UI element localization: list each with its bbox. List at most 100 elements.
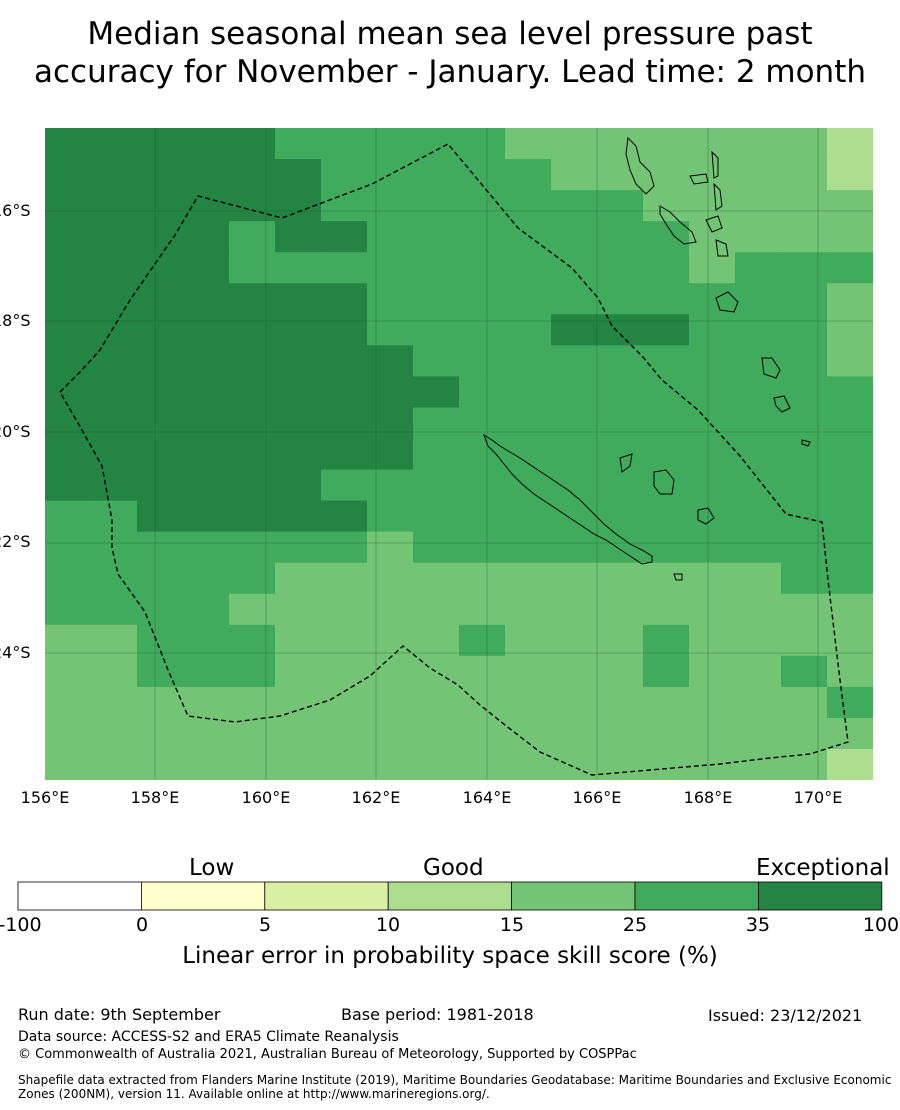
grid-cell (413, 314, 460, 346)
grid-cell (827, 190, 873, 222)
issued-date: Issued: 23/12/2021 (708, 1006, 863, 1025)
grid-cell (229, 469, 276, 502)
grid-cell (137, 593, 184, 626)
grid-cell (643, 531, 690, 564)
grid-cell (597, 252, 644, 284)
grid-cell (689, 686, 736, 719)
grid-cell (91, 717, 138, 750)
grid-cell (183, 221, 230, 253)
grid-cell (643, 717, 690, 750)
grid-cell (459, 438, 506, 471)
grid-cell (367, 469, 414, 502)
grid-cell (781, 686, 828, 719)
grid-cell (689, 283, 736, 315)
grid-cell (45, 593, 92, 626)
grid-cell (367, 500, 414, 533)
grid-cell (781, 221, 828, 253)
grid-cell (367, 562, 414, 595)
grid-cell (643, 221, 690, 253)
grid-cell (367, 686, 414, 719)
grid-cell (413, 686, 460, 719)
grid-cell (275, 686, 322, 719)
grid-cell (229, 624, 276, 657)
grid-cell (229, 593, 276, 626)
grid-cell (459, 624, 506, 657)
grid-cell (367, 376, 414, 409)
grid-cell (643, 655, 690, 688)
lon-label-162e: 162°E (351, 788, 401, 807)
grid-cell (137, 562, 184, 595)
grid-cell (459, 283, 506, 315)
grid-cell (183, 500, 230, 533)
grid-cell (459, 376, 506, 409)
grid-cell (275, 438, 322, 471)
grid-cell (275, 469, 322, 502)
map (45, 128, 873, 780)
grid-cell (551, 159, 598, 191)
grid-cell (643, 624, 690, 657)
grid-cell (505, 717, 552, 750)
grid-cell (505, 314, 552, 346)
grid-cell (413, 159, 460, 191)
grid-cell (781, 531, 828, 564)
grid-cell (183, 376, 230, 409)
lon-label-164e: 164°E (462, 788, 512, 807)
grid-cell (643, 407, 690, 440)
grid-cell (91, 283, 138, 315)
land-outlines (483, 136, 811, 581)
loyalty-island-3 (697, 507, 715, 525)
grid-cell (505, 562, 552, 595)
lon-label-168e: 168°E (683, 788, 733, 807)
grid-cell (597, 190, 644, 222)
lat-label-24s: 24°S (0, 643, 31, 662)
grid-cell (827, 500, 873, 533)
colorbar-segment (387, 881, 513, 911)
grid-cell (275, 500, 322, 533)
grid-cell (45, 252, 92, 284)
grid-cell (183, 655, 230, 688)
lat-label-18s: 18°S (0, 311, 31, 330)
grid-cell (413, 283, 460, 315)
grid-cell (781, 717, 828, 750)
grid-cell (183, 252, 230, 284)
grid-cell (229, 190, 276, 222)
grid-cell (137, 655, 184, 688)
grid-cell (551, 190, 598, 222)
grid-cell (827, 749, 873, 780)
grid-cell (597, 221, 644, 253)
grid-cell (367, 624, 414, 657)
grid-cell (321, 531, 368, 564)
grid-cell (45, 531, 92, 564)
grid-cell (551, 314, 598, 346)
colorbar-tick-10: 10 (375, 914, 401, 936)
grid-cell (367, 655, 414, 688)
grid-cell (413, 624, 460, 657)
grid-cell (321, 283, 368, 315)
grid-cell (643, 686, 690, 719)
grid-cell (459, 128, 506, 160)
grid-cell (91, 749, 138, 780)
grid-cell (275, 407, 322, 440)
grid-cell (183, 531, 230, 564)
grid-cell (827, 469, 873, 502)
grid-cell (505, 283, 552, 315)
grid-cell (735, 624, 782, 657)
grid-cell (643, 469, 690, 502)
grid-cell (597, 686, 644, 719)
grid-cell (91, 438, 138, 471)
grid-cell (597, 376, 644, 409)
grid-cell (229, 717, 276, 750)
grid-cell (551, 562, 598, 595)
grid-cell (183, 438, 230, 471)
grid-cell (137, 469, 184, 502)
grid-cell (827, 314, 873, 346)
grid-cell (367, 252, 414, 284)
grid-cell (367, 345, 414, 377)
grid-cell (597, 749, 644, 780)
grid-cell (229, 283, 276, 315)
grid-cell (45, 190, 92, 222)
grid-cell (459, 314, 506, 346)
grid-cell (643, 190, 690, 222)
grid-cell (781, 376, 828, 409)
grid-cell (367, 593, 414, 626)
